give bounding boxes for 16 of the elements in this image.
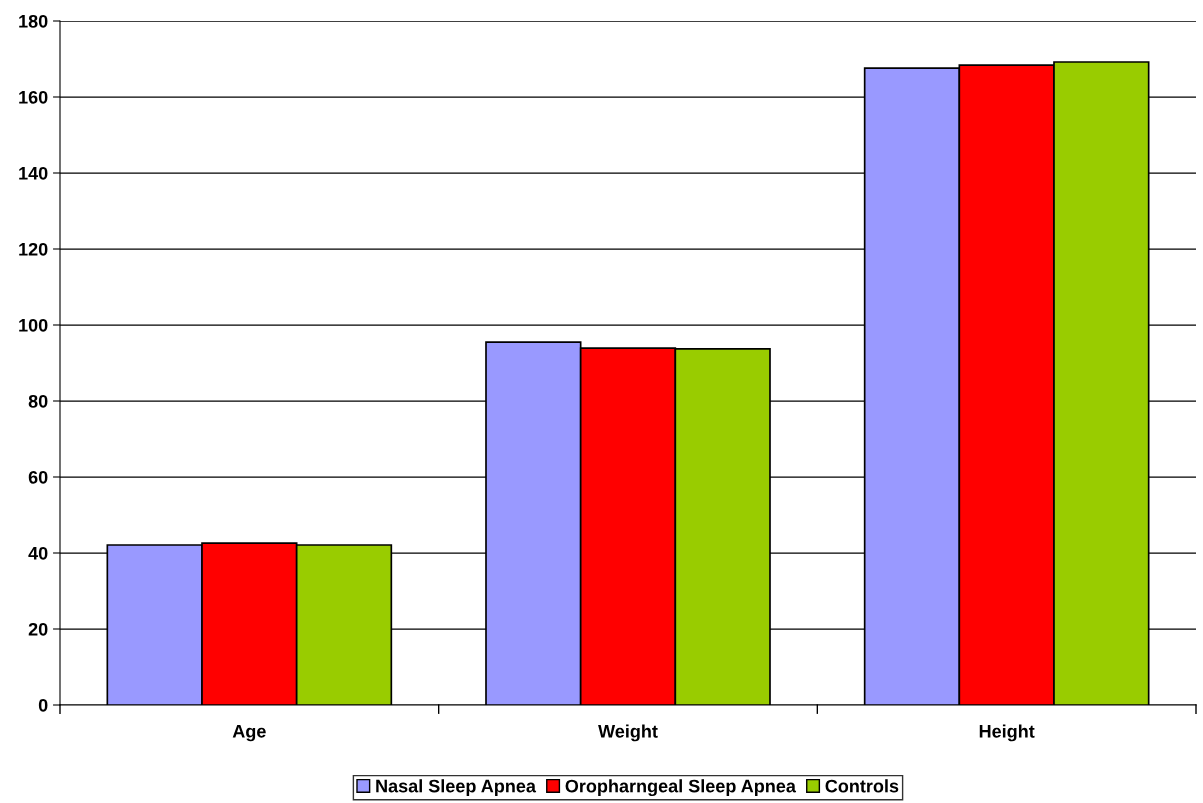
y-tick-label: 0 — [38, 698, 48, 712]
legend-label: Nasal Sleep Apnea — [376, 779, 537, 797]
y-tick-label: 40 — [28, 546, 48, 560]
y-tick-label: 120 — [19, 242, 48, 256]
y-tick-label: 60 — [28, 470, 48, 484]
legend-label: Controls — [825, 779, 899, 793]
y-tick-label: 160 — [19, 90, 48, 104]
y-tick-label: 100 — [19, 318, 48, 332]
x-tick-label: Height — [979, 724, 1035, 742]
legend-label: Oropharngeal Sleep Apnea — [565, 779, 797, 797]
x-tick-label: Weight — [598, 724, 658, 742]
y-tick-label: 20 — [28, 622, 48, 636]
y-tick-label: 80 — [28, 394, 48, 408]
y-tick-label: 180 — [19, 14, 48, 28]
x-tick-label: Age — [232, 725, 266, 742]
y-tick-label: 140 — [19, 166, 48, 180]
